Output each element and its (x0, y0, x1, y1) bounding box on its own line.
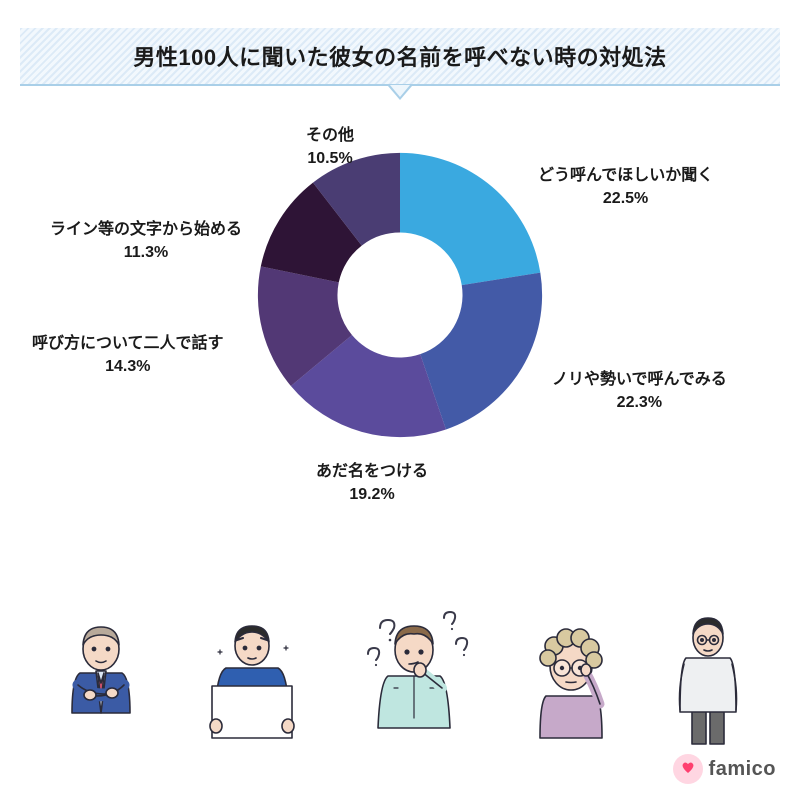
slice-label-pct: 11.3% (50, 241, 242, 264)
donut-chart (255, 150, 545, 440)
slice-label: その他10.5% (306, 124, 354, 170)
people-illustration-row (0, 598, 800, 748)
title-banner: 男性100人に聞いた彼女の名前を呼べない時の対処法 (20, 28, 780, 86)
slice-label: どう呼んでほしいか聞く22.5% (538, 164, 713, 210)
person-casual (658, 598, 758, 748)
slice-label-pct: 10.5% (306, 147, 354, 170)
slice-label-text: あだ名をつける (316, 460, 428, 483)
donut-svg (255, 150, 545, 440)
person-glasses (512, 608, 630, 748)
logo-mark (673, 754, 703, 784)
title-pointer (388, 86, 412, 100)
slice-label: ノリや勢いで呼んでみる22.3% (552, 368, 727, 414)
slice-label: 呼び方について二人で話す14.3% (32, 332, 224, 378)
donut-slice (420, 273, 542, 430)
slice-label-text: ノリや勢いで呼んでみる (552, 368, 727, 391)
person-sign-holder (188, 608, 316, 748)
slice-label-text: どう呼んでほしいか聞く (538, 164, 713, 187)
chart-title: 男性100人に聞いた彼女の名前を呼べない時の対処法 (133, 40, 666, 72)
slice-label-pct: 14.3% (32, 355, 224, 378)
slice-label-text: 呼び方について二人で話す (32, 332, 224, 355)
slice-label: あだ名をつける19.2% (316, 460, 428, 506)
slice-label-pct: 19.2% (316, 483, 428, 506)
slice-label-text: ライン等の文字から始める (50, 218, 242, 241)
slice-label-pct: 22.5% (538, 187, 713, 210)
person-thinking (344, 598, 484, 748)
slice-label-text: その他 (306, 124, 354, 147)
slice-label: ライン等の文字から始める11.3% (50, 218, 242, 264)
brand-logo: famico (673, 754, 776, 784)
donut-slice (400, 153, 540, 285)
logo-text: famico (709, 758, 776, 781)
person-businessman (42, 603, 160, 748)
logo-icon (680, 761, 696, 777)
slice-label-pct: 22.3% (552, 391, 727, 414)
